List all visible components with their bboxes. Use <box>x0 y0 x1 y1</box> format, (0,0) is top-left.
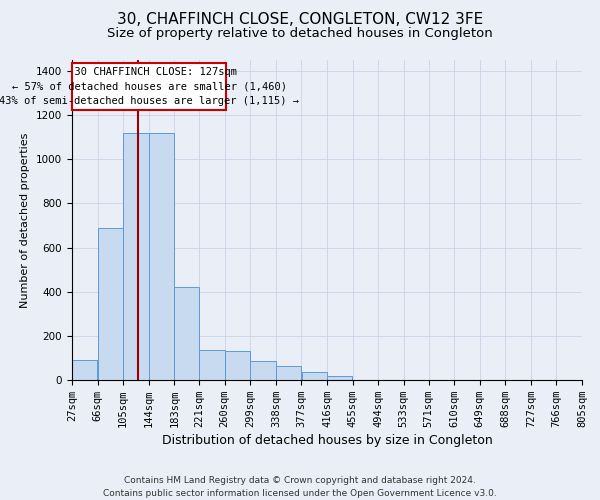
Bar <box>250 361 276 380</box>
Text: Contains HM Land Registry data © Crown copyright and database right 2024.
Contai: Contains HM Land Registry data © Crown c… <box>103 476 497 498</box>
Bar <box>276 366 301 380</box>
Bar <box>327 376 352 380</box>
Text: 30 CHAFFINCH CLOSE: 127sqm
← 57% of detached houses are smaller (1,460)
43% of s: 30 CHAFFINCH CLOSE: 127sqm ← 57% of deta… <box>0 66 299 106</box>
Bar <box>302 372 327 380</box>
FancyBboxPatch shape <box>72 64 226 110</box>
Bar <box>98 228 123 380</box>
Bar <box>199 350 224 380</box>
Bar <box>225 352 250 380</box>
Text: Size of property relative to detached houses in Congleton: Size of property relative to detached ho… <box>107 28 493 40</box>
Bar <box>149 133 174 380</box>
Text: 30, CHAFFINCH CLOSE, CONGLETON, CW12 3FE: 30, CHAFFINCH CLOSE, CONGLETON, CW12 3FE <box>117 12 483 28</box>
Bar <box>123 133 149 380</box>
Y-axis label: Number of detached properties: Number of detached properties <box>20 132 31 308</box>
Bar <box>175 288 199 380</box>
Bar <box>72 360 97 380</box>
X-axis label: Distribution of detached houses by size in Congleton: Distribution of detached houses by size … <box>161 434 493 447</box>
